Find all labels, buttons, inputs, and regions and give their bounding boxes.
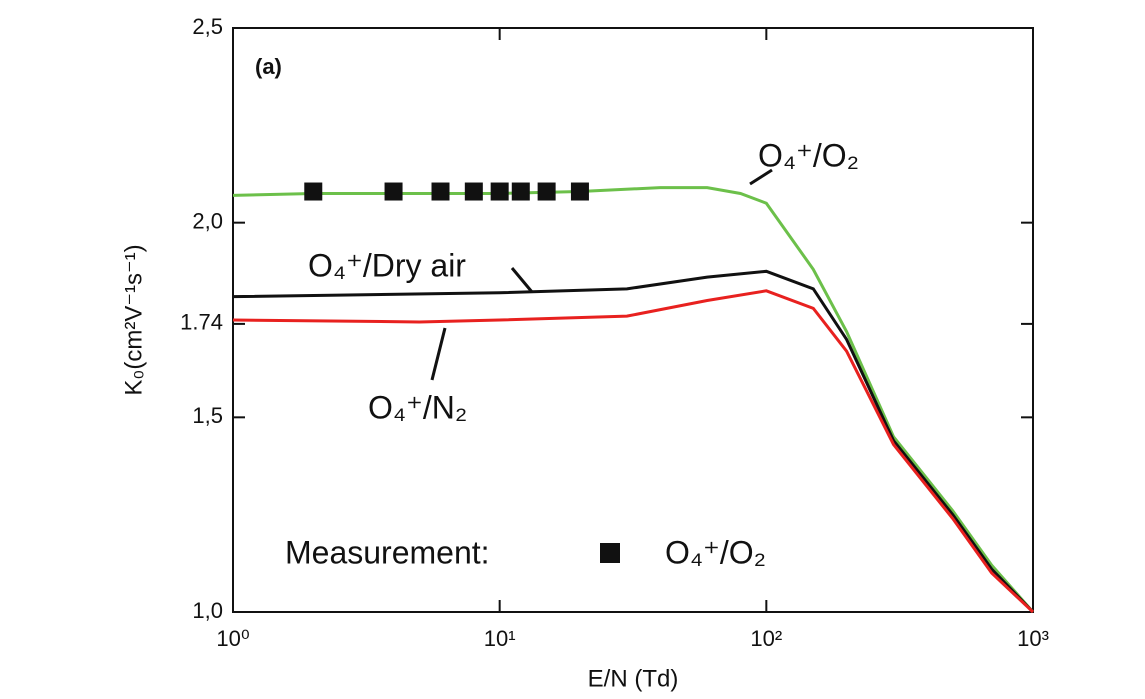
series-label: O₄⁺/N₂	[368, 389, 467, 425]
x-axis-label: E/N (Td)	[588, 665, 679, 692]
legend-title: Measurement:	[285, 534, 490, 570]
series-line	[232, 289, 1035, 614]
label-arrow	[510, 267, 534, 293]
y-tick-label: 1.74	[180, 310, 223, 335]
x-tick-label: 10³	[1017, 626, 1049, 651]
y-tick-label: 1,0	[192, 598, 223, 623]
x-tick-label: 10⁰	[216, 626, 249, 651]
x-tick-label: 10²	[750, 626, 782, 651]
x-tick-label: 10¹	[484, 626, 516, 651]
series-line	[232, 269, 1035, 614]
y-tick-label: 2,0	[192, 208, 223, 233]
annotation: (a)	[255, 54, 282, 79]
y-tick-label: 1,5	[192, 403, 223, 428]
series-label: O₄⁺/O₂	[758, 137, 859, 173]
y-tick-label: 2,5	[192, 14, 223, 39]
data-point	[304, 182, 323, 201]
data-point	[490, 182, 509, 201]
data-point	[431, 182, 450, 201]
label-arrow	[749, 168, 773, 186]
y-axis-label: K₀(cm²V⁻¹s⁻¹)	[120, 244, 147, 395]
label-arrow	[430, 327, 447, 381]
legend-marker	[600, 543, 620, 563]
data-point	[570, 182, 589, 201]
series-label: O₄⁺/O₂	[665, 534, 766, 570]
data-point	[384, 182, 403, 201]
data-point	[464, 182, 483, 201]
series-label: O₄⁺/Dry air	[308, 247, 466, 283]
data-point	[537, 182, 556, 201]
data-point	[511, 182, 530, 201]
